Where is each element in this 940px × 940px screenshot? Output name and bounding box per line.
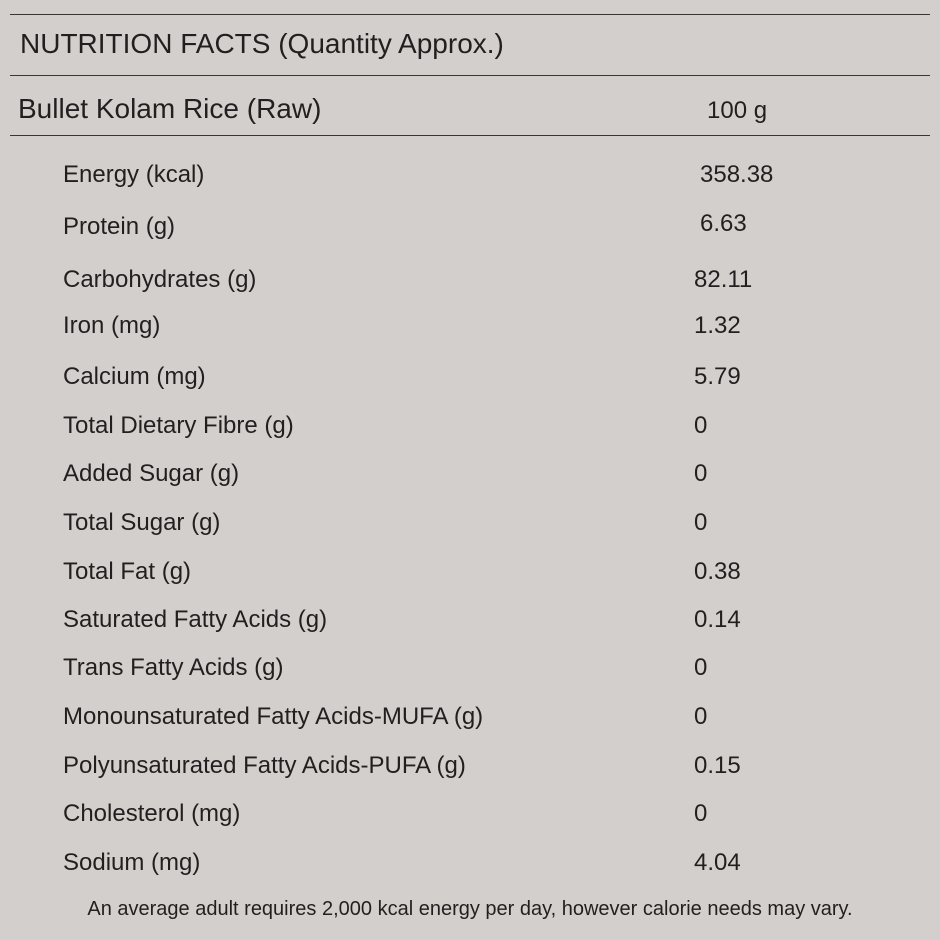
nutrient-value: 4.04 [694, 849, 741, 876]
nutrient-value: 0.38 [694, 558, 741, 585]
product-name: Bullet Kolam Rice (Raw) [18, 93, 322, 124]
nutrient-value: 0 [694, 509, 708, 536]
nutrient-value: 0.14 [694, 606, 741, 633]
nutrient-value: 358.38 [700, 161, 774, 188]
top-rule [10, 14, 930, 15]
product-divider [10, 135, 930, 136]
nutrient-label: Saturated Fatty Acids (g) [63, 606, 328, 633]
nutrient-label: Added Sugar (g) [63, 460, 240, 487]
nutrient-value: 0 [694, 654, 708, 681]
nutrient-value: 82.11 [694, 266, 753, 293]
serving-size: 100 g [707, 97, 768, 124]
nutrient-value: 1.32 [694, 312, 741, 339]
nutrient-label: Total Sugar (g) [63, 509, 221, 536]
nutrient-value: 0 [694, 412, 708, 439]
nutrient-label: Monounsaturated Fatty Acids-MUFA (g) [63, 703, 484, 730]
nutrient-label: Protein (g) [63, 213, 176, 240]
footnote: An average adult requires 2,000 kcal ene… [87, 898, 853, 920]
nutrient-value: 6.63 [700, 210, 747, 237]
nutrient-value: 0 [694, 703, 708, 730]
nutrient-label: Trans Fatty Acids (g) [63, 654, 284, 681]
nutrient-label: Calcium (mg) [63, 363, 206, 390]
nutrient-value: 0 [694, 460, 708, 487]
page-title: NUTRITION FACTS (Quantity Approx.) [20, 28, 504, 59]
title-divider [10, 75, 930, 76]
nutrient-label: Polyunsaturated Fatty Acids-PUFA (g) [63, 752, 466, 779]
nutrient-label: Total Fat (g) [63, 558, 192, 585]
nutrient-value: 0 [694, 800, 708, 827]
nutrient-label: Carbohydrates (g) [63, 266, 257, 293]
nutrient-label: Iron (mg) [63, 312, 161, 339]
nutrient-label: Total Dietary Fibre (g) [63, 412, 294, 439]
nutrient-label: Energy (kcal) [63, 161, 205, 188]
nutrient-value: 5.79 [694, 363, 741, 390]
nutrient-label: Sodium (mg) [63, 849, 201, 876]
nutrient-value: 0.15 [694, 752, 741, 779]
nutrient-label: Cholesterol (mg) [63, 800, 241, 827]
